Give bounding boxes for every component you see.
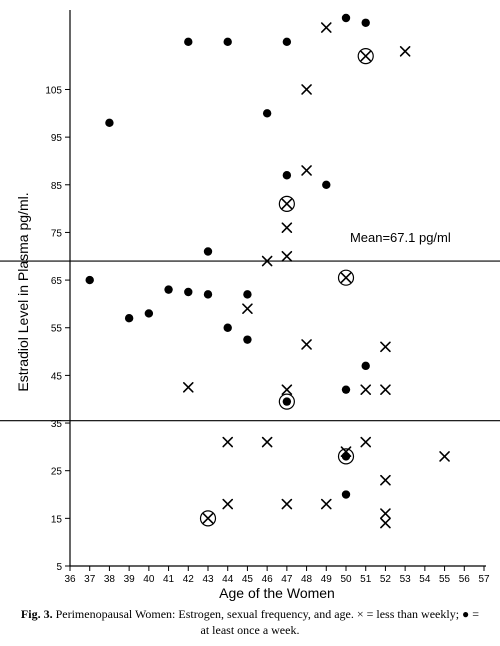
figure-caption: Fig. 3. Perimenopausal Women: Estrogen, … xyxy=(0,606,500,638)
svg-text:43: 43 xyxy=(202,574,214,585)
svg-text:48: 48 xyxy=(301,574,313,585)
figure-container: 5152535455565758595105363738394041424344… xyxy=(0,0,500,646)
svg-text:55: 55 xyxy=(439,574,451,585)
y-axis-label: Estradiol Level in Plasma pg/ml. xyxy=(15,192,31,391)
caption-body: Perimenopausal Women: Estrogen, sexual f… xyxy=(53,607,479,637)
svg-text:47: 47 xyxy=(281,574,293,585)
svg-text:105: 105 xyxy=(45,85,62,96)
svg-text:5: 5 xyxy=(56,562,62,573)
svg-text:45: 45 xyxy=(242,574,254,585)
svg-text:95: 95 xyxy=(51,133,63,144)
svg-text:85: 85 xyxy=(51,181,63,192)
svg-text:41: 41 xyxy=(163,574,175,585)
svg-text:39: 39 xyxy=(124,574,136,585)
svg-text:37: 37 xyxy=(84,574,96,585)
svg-text:44: 44 xyxy=(222,574,234,585)
svg-text:56: 56 xyxy=(459,574,471,585)
x-axis-label: Age of the Women xyxy=(219,585,335,601)
svg-text:25: 25 xyxy=(51,467,63,478)
svg-text:75: 75 xyxy=(51,228,63,239)
svg-text:51: 51 xyxy=(360,574,372,585)
svg-text:40: 40 xyxy=(143,574,155,585)
svg-text:36: 36 xyxy=(64,574,76,585)
svg-text:53: 53 xyxy=(400,574,412,585)
svg-text:57: 57 xyxy=(478,574,490,585)
svg-text:54: 54 xyxy=(419,574,431,585)
svg-text:38: 38 xyxy=(104,574,116,585)
svg-text:50: 50 xyxy=(340,574,352,585)
mean-label: Mean=67.1 pg/ml xyxy=(350,230,451,245)
svg-text:46: 46 xyxy=(262,574,274,585)
caption-prefix: Fig. 3. xyxy=(21,607,53,621)
svg-text:65: 65 xyxy=(51,276,63,287)
svg-text:45: 45 xyxy=(51,371,63,382)
svg-text:49: 49 xyxy=(321,574,333,585)
svg-text:15: 15 xyxy=(51,514,63,525)
svg-text:52: 52 xyxy=(380,574,392,585)
scatter-chart: 5152535455565758595105363738394041424344… xyxy=(0,0,500,646)
svg-text:42: 42 xyxy=(183,574,195,585)
svg-text:55: 55 xyxy=(51,324,63,335)
